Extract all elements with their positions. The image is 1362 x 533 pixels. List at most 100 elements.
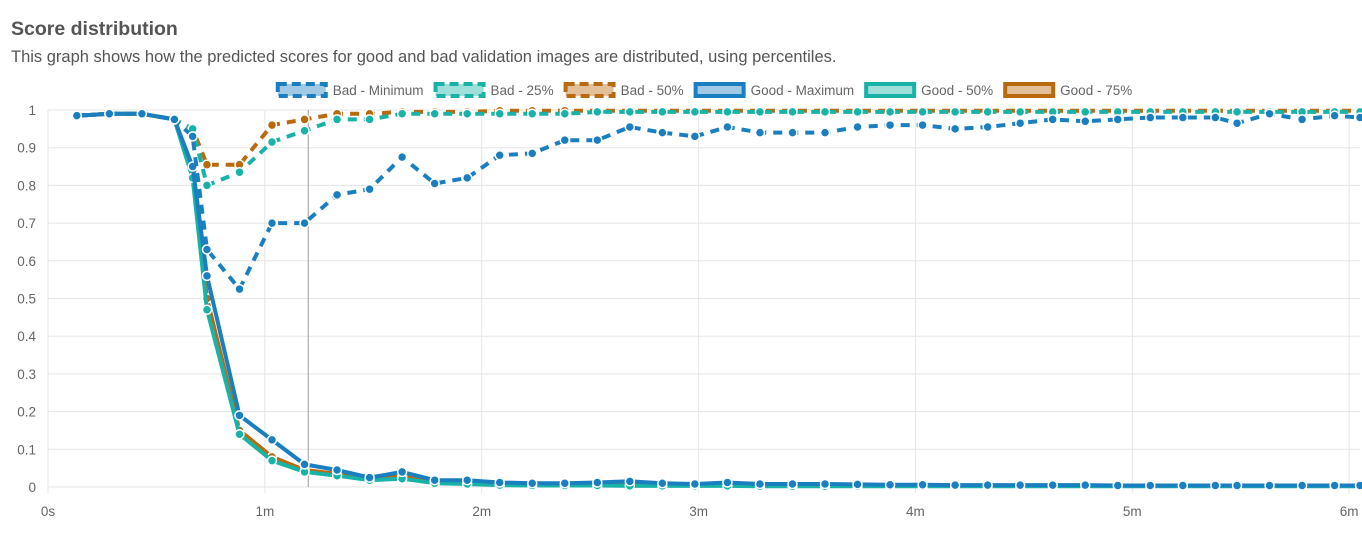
- data-point[interactable]: [1112, 114, 1124, 125]
- data-point[interactable]: [526, 108, 538, 120]
- data-point[interactable]: [592, 134, 603, 146]
- data-point[interactable]: [1329, 480, 1340, 491]
- data-point[interactable]: [754, 127, 766, 138]
- data-point[interactable]: [852, 121, 863, 133]
- data-point[interactable]: [201, 244, 213, 255]
- data-point[interactable]: [852, 106, 863, 118]
- data-point[interactable]: [592, 106, 603, 118]
- data-point[interactable]: [1079, 106, 1091, 118]
- data-point[interactable]: [299, 125, 310, 136]
- data-point[interactable]: [722, 477, 733, 488]
- data-point[interactable]: [396, 466, 408, 478]
- legend-item[interactable]: Bad - 50%: [563, 82, 684, 98]
- data-point[interactable]: [1014, 106, 1026, 118]
- data-point[interactable]: [1047, 479, 1058, 491]
- data-point[interactable]: [787, 106, 798, 118]
- data-point[interactable]: [657, 477, 668, 489]
- data-point[interactable]: [982, 106, 993, 118]
- data-point[interactable]: [234, 283, 245, 295]
- data-point[interactable]: [884, 106, 896, 118]
- data-point[interactable]: [364, 114, 375, 125]
- data-point[interactable]: [1264, 480, 1275, 491]
- data-point[interactable]: [1047, 114, 1058, 125]
- data-point[interactable]: [949, 123, 961, 135]
- data-point[interactable]: [624, 106, 636, 118]
- data-point[interactable]: [1014, 117, 1026, 129]
- data-point[interactable]: [754, 478, 766, 490]
- data-point[interactable]: [266, 136, 278, 148]
- data-point[interactable]: [331, 189, 343, 201]
- data-point[interactable]: [429, 108, 440, 120]
- data-point[interactable]: [559, 134, 571, 146]
- data-point[interactable]: [884, 479, 896, 490]
- data-point[interactable]: [1145, 480, 1156, 491]
- data-point[interactable]: [201, 270, 213, 282]
- data-point[interactable]: [592, 477, 603, 488]
- data-point[interactable]: [819, 478, 831, 490]
- data-point[interactable]: [266, 455, 278, 466]
- data-point[interactable]: [657, 106, 668, 118]
- data-point[interactable]: [819, 106, 831, 118]
- data-point[interactable]: [494, 477, 505, 488]
- data-point[interactable]: [1079, 479, 1091, 491]
- data-point[interactable]: [331, 464, 343, 476]
- data-point[interactable]: [754, 106, 766, 118]
- data-point[interactable]: [982, 479, 993, 491]
- data-point[interactable]: [104, 108, 115, 120]
- data-point[interactable]: [1112, 480, 1124, 491]
- data-point[interactable]: [624, 121, 636, 133]
- data-point[interactable]: [1354, 112, 1362, 123]
- data-point[interactable]: [722, 121, 733, 133]
- data-point[interactable]: [949, 479, 961, 491]
- data-point[interactable]: [1014, 479, 1026, 491]
- data-point[interactable]: [526, 148, 538, 159]
- data-point[interactable]: [1231, 480, 1243, 491]
- data-point[interactable]: [1177, 112, 1189, 123]
- data-point[interactable]: [201, 159, 213, 170]
- data-point[interactable]: [136, 108, 148, 120]
- data-point[interactable]: [787, 478, 798, 490]
- data-point[interactable]: [234, 166, 245, 178]
- chart-legend[interactable]: Bad - Minimum Bad - 25% Bad - 50% Good - Ma…: [275, 82, 1132, 98]
- data-point[interactable]: [461, 108, 473, 120]
- data-point[interactable]: [917, 106, 928, 118]
- legend-item[interactable]: Good - Maximum: [693, 82, 855, 98]
- plot-area[interactable]: [71, 105, 1362, 492]
- data-point[interactable]: [526, 477, 538, 489]
- data-point[interactable]: [982, 121, 993, 133]
- data-point[interactable]: [266, 119, 278, 131]
- data-point[interactable]: [689, 131, 701, 142]
- series-bad-25[interactable]: [71, 106, 1362, 191]
- series-bad-minimum[interactable]: [71, 108, 1362, 295]
- data-point[interactable]: [1231, 117, 1243, 129]
- data-point[interactable]: [559, 477, 571, 489]
- data-point[interactable]: [396, 108, 408, 120]
- data-point[interactable]: [1210, 480, 1221, 491]
- data-point[interactable]: [461, 172, 473, 184]
- legend-item[interactable]: Bad - 25%: [433, 82, 554, 98]
- data-point[interactable]: [299, 217, 310, 229]
- data-point[interactable]: [429, 178, 440, 189]
- data-point[interactable]: [266, 217, 278, 229]
- data-point[interactable]: [1210, 112, 1221, 123]
- data-point[interactable]: [917, 479, 928, 490]
- data-point[interactable]: [917, 119, 928, 131]
- data-point[interactable]: [559, 108, 571, 120]
- data-point[interactable]: [364, 472, 375, 483]
- data-point[interactable]: [494, 108, 505, 120]
- legend-item[interactable]: Good - 75%: [1003, 82, 1132, 98]
- data-point[interactable]: [1329, 110, 1340, 121]
- data-point[interactable]: [624, 476, 636, 487]
- data-point[interactable]: [1079, 116, 1091, 127]
- data-point[interactable]: [689, 106, 701, 118]
- data-point[interactable]: [331, 114, 343, 125]
- data-point[interactable]: [787, 127, 798, 138]
- data-point[interactable]: [1354, 480, 1362, 491]
- data-point[interactable]: [234, 410, 245, 421]
- data-point[interactable]: [819, 127, 831, 138]
- data-point[interactable]: [234, 428, 245, 440]
- data-point[interactable]: [1145, 112, 1156, 123]
- data-point[interactable]: [201, 304, 213, 316]
- series-good-maximum[interactable]: [71, 108, 1362, 491]
